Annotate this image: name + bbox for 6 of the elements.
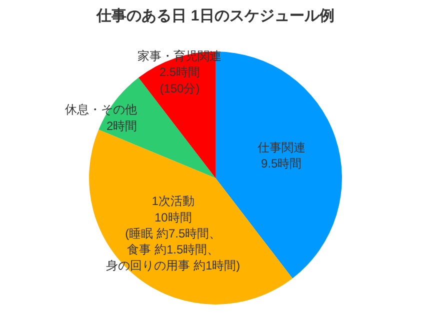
data-label: 2.5時間(150分) <box>159 65 200 96</box>
slice-label: 仕事関連 <box>256 140 306 155</box>
slice-label: 1次活動 <box>152 194 195 208</box>
data-label: 2時間 <box>106 118 138 133</box>
data-label: 9.5時間 <box>261 156 302 171</box>
chart-title: 仕事のある日 1日のスケジュール例 <box>96 8 334 24</box>
